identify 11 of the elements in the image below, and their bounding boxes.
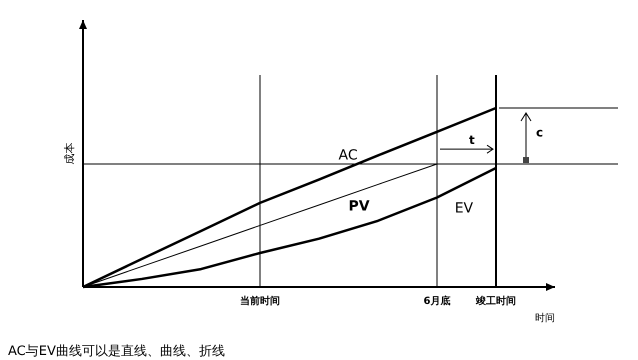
annotation: c — [536, 126, 544, 140]
y-axis-title: 成本 — [63, 142, 76, 164]
series-label: AC — [338, 148, 358, 164]
x-axis-title: 时间 — [535, 312, 555, 324]
x-tick-label: 竣工时间 — [475, 295, 516, 307]
annotation: t — [469, 132, 475, 147]
x-tick-label: 6月底 — [424, 295, 450, 307]
series-label: EV — [454, 200, 474, 217]
series-label: PV — [348, 198, 370, 215]
x-tick-label: 当前时间 — [240, 295, 280, 307]
text: AC与EV曲线可以是直线、曲线、折线 — [8, 344, 225, 359]
